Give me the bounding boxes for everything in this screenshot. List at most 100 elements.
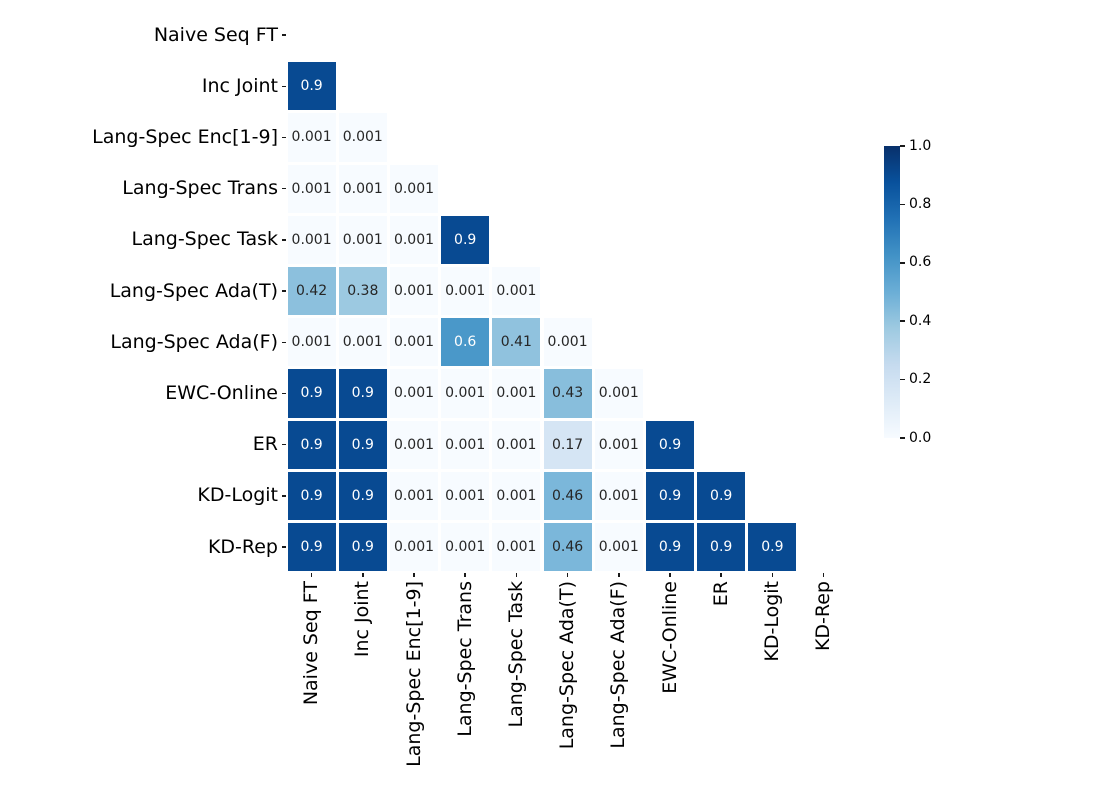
heatmap-cell-10-7: 0.9 (645, 523, 695, 572)
y-axis-label: Lang-Spec Trans (122, 177, 278, 200)
y-tick-mark (281, 495, 286, 497)
heatmap-cell-7-3: 0.001 (441, 369, 490, 418)
y-axis-label: Lang-Spec Ada(F) (110, 330, 278, 353)
y-axis-label: KD-Rep (207, 535, 278, 558)
heatmap-cell-7-0: 0.9 (287, 369, 336, 418)
y-axis-label: Lang-Spec Task (131, 228, 279, 251)
colorbar-tick-mark (900, 320, 905, 322)
heatmap-cell-8-0: 0.9 (287, 420, 336, 469)
heatmap-cell-4-3: 0.9 (441, 215, 490, 264)
colorbar-tick-mark (900, 145, 905, 147)
heatmap-cell-5-1: 0.38 (338, 267, 387, 316)
x-tick-mark (413, 572, 415, 578)
heatmap-cell-10-6: 0.001 (594, 523, 643, 572)
colorbar-tick-label: 0.6 (909, 254, 932, 271)
heatmap-cell-4-2: 0.001 (389, 215, 439, 264)
heatmap-cell-7-4: 0.001 (492, 369, 541, 418)
heatmap-cell-10-5: 0.46 (543, 523, 592, 572)
x-tick-mark (822, 572, 825, 578)
heatmap-cell-3-2: 0.001 (389, 164, 439, 213)
heatmap-cell-10-2: 0.001 (389, 523, 439, 572)
heatmap-cell-9-1: 0.9 (338, 471, 387, 520)
y-tick-mark (281, 341, 286, 344)
colorbar-tick-label: 1.0 (909, 137, 932, 154)
y-tick-mark (281, 85, 286, 88)
x-tick-mark (310, 572, 313, 578)
heatmap-cell-6-1: 0.001 (338, 318, 387, 367)
heatmap-cell-7-6: 0.001 (594, 369, 643, 418)
heatmap-cell-6-4: 0.41 (492, 318, 541, 367)
y-tick-mark (281, 239, 286, 241)
x-axis-label: Lang-Spec Trans (453, 581, 476, 737)
heatmap-cell-6-5: 0.001 (543, 318, 592, 367)
y-tick-mark (281, 34, 286, 36)
colorbar-tick-label: 0.8 (909, 195, 932, 212)
y-axis-label: Inc Joint (201, 74, 278, 97)
x-axis-label: Lang-Spec Task (504, 581, 527, 728)
heatmap-cell-8-2: 0.001 (389, 420, 439, 469)
heatmap-cell-3-1: 0.001 (338, 164, 387, 213)
colorbar-gradient (884, 146, 900, 438)
heatmap-cell-5-4: 0.001 (492, 267, 541, 316)
y-axis-label: Lang-Spec Enc[1-9] (92, 126, 278, 148)
x-tick-mark (515, 572, 518, 578)
y-axis-label: Naive Seq FT (153, 23, 278, 46)
heatmap-cell-8-4: 0.001 (492, 420, 541, 469)
x-axis-label: KD-Logit (760, 581, 783, 662)
heatmap-cell-5-3: 0.001 (441, 267, 490, 316)
heatmap-cell-3-0: 0.001 (287, 164, 336, 213)
heatmap-cell-7-2: 0.001 (389, 369, 439, 418)
heatmap-cell-9-8: 0.9 (697, 471, 746, 520)
heatmap-cell-8-3: 0.001 (441, 420, 490, 469)
heatmap-cell-8-1: 0.9 (338, 420, 387, 469)
colorbar-tick-mark (900, 262, 905, 264)
x-axis-label: Inc Joint (351, 581, 374, 658)
heatmap-cell-10-9: 0.9 (748, 523, 797, 572)
colorbar-tick-label: 0.2 (909, 371, 932, 388)
heatmap-cell-7-5: 0.43 (543, 369, 592, 418)
heatmap-cell-10-3: 0.001 (441, 523, 490, 572)
x-tick-mark (566, 572, 569, 578)
heatmap-cell-1-0: 0.9 (287, 62, 336, 111)
heatmap-cell-9-2: 0.001 (389, 471, 439, 520)
y-tick-mark (281, 546, 286, 548)
y-axis-label: ER (252, 433, 278, 456)
x-tick-mark (618, 572, 620, 578)
heatmap-cell-8-5: 0.17 (543, 420, 592, 469)
heatmap-cell-9-3: 0.001 (441, 471, 490, 520)
y-axis-label: KD-Logit (197, 484, 278, 507)
y-tick-mark (281, 392, 286, 395)
x-tick-mark (669, 572, 671, 578)
heatmap-cell-6-2: 0.001 (389, 318, 439, 367)
heatmap-cell-10-8: 0.9 (697, 523, 746, 572)
heatmap-cell-5-0: 0.42 (287, 267, 336, 316)
y-tick-mark (281, 187, 286, 190)
heatmap-cell-7-1: 0.9 (338, 369, 387, 418)
heatmap-cell-2-0: 0.001 (287, 113, 336, 162)
colorbar-tick-mark (900, 437, 905, 439)
x-axis-label: Naive Seq FT (300, 581, 323, 706)
x-axis-label: EWC-Online (658, 581, 681, 694)
x-axis-label: Lang-Spec Ada(T) (556, 581, 579, 750)
colorbar-tick-mark (900, 203, 905, 206)
y-axis-label: Lang-Spec Ada(T) (109, 279, 278, 302)
heatmap-cell-10-1: 0.9 (338, 523, 387, 572)
heatmap-cell-6-3: 0.6 (441, 318, 490, 367)
colorbar-tick-label: 0.4 (909, 312, 932, 329)
x-axis-label: Lang-Spec Ada(F) (607, 581, 630, 749)
x-axis-label: ER (709, 581, 732, 607)
heatmap-cell-8-6: 0.001 (594, 420, 643, 469)
x-axis-label: Lang-Spec Enc[1-9] (402, 581, 425, 767)
colorbar-tick-mark (900, 378, 905, 381)
heatmap-cell-9-5: 0.46 (543, 471, 592, 520)
x-tick-mark (720, 572, 722, 578)
x-axis-label: KD-Rep (812, 581, 835, 652)
heatmap-cell-10-0: 0.9 (287, 523, 336, 572)
heatmap-cell-9-0: 0.9 (287, 471, 336, 520)
x-tick-mark (362, 572, 364, 578)
colorbar-tick-label: 0.0 (909, 429, 932, 446)
x-tick-mark (464, 572, 466, 578)
heatmap-cell-9-4: 0.001 (492, 471, 541, 520)
y-tick-mark (281, 290, 286, 292)
